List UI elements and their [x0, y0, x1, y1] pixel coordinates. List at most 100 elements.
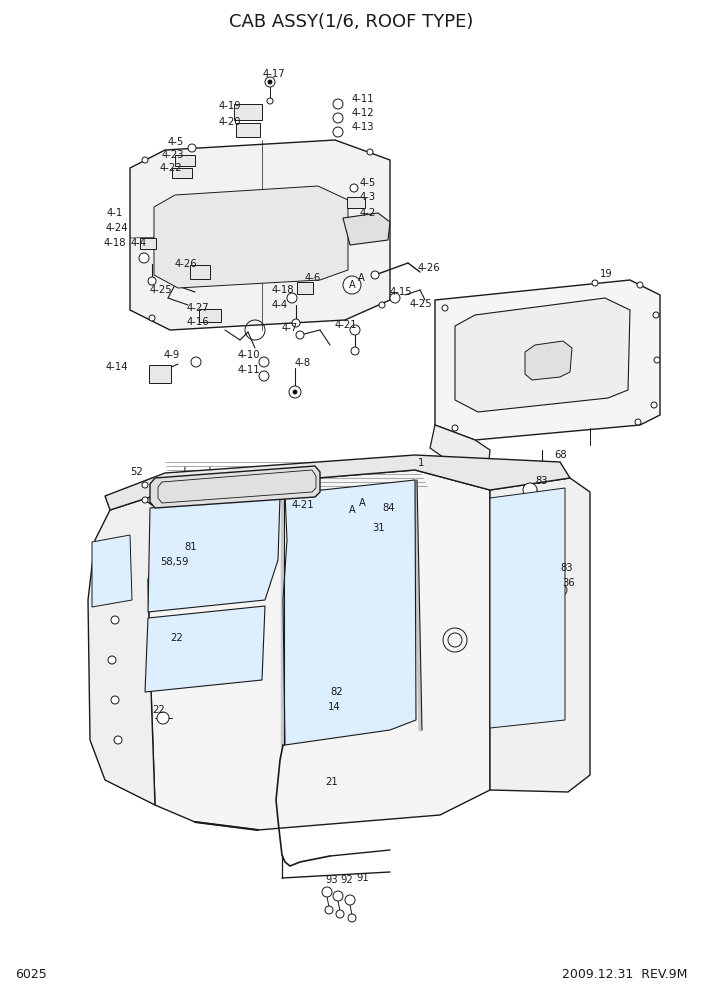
- Circle shape: [148, 277, 156, 285]
- Circle shape: [336, 910, 344, 918]
- Circle shape: [293, 390, 297, 394]
- Text: 4-12: 4-12: [352, 108, 375, 118]
- Circle shape: [442, 305, 448, 311]
- Text: A: A: [359, 498, 366, 508]
- Circle shape: [109, 576, 117, 584]
- Circle shape: [142, 157, 148, 163]
- Circle shape: [653, 312, 659, 318]
- Circle shape: [191, 357, 201, 367]
- Circle shape: [322, 887, 332, 897]
- Circle shape: [350, 325, 360, 335]
- Circle shape: [322, 634, 330, 642]
- Text: 4-18: 4-18: [272, 285, 295, 295]
- Circle shape: [523, 483, 537, 497]
- Bar: [161, 637, 185, 653]
- Circle shape: [333, 113, 343, 123]
- Text: 92: 92: [340, 875, 352, 885]
- Circle shape: [592, 280, 598, 286]
- Text: 4-16: 4-16: [187, 317, 210, 327]
- Text: 4-9: 4-9: [164, 350, 180, 360]
- Circle shape: [540, 465, 544, 469]
- Text: 4-11: 4-11: [352, 94, 375, 104]
- Circle shape: [351, 347, 359, 355]
- Text: 4-10: 4-10: [238, 350, 260, 360]
- Circle shape: [343, 501, 361, 519]
- Text: 4-5: 4-5: [168, 137, 184, 147]
- Polygon shape: [154, 186, 348, 288]
- Bar: [297, 282, 313, 294]
- Text: 4-18: 4-18: [104, 238, 126, 248]
- Text: 4-26: 4-26: [175, 259, 198, 269]
- Text: 81: 81: [184, 542, 197, 552]
- Circle shape: [265, 77, 275, 87]
- Circle shape: [111, 696, 119, 704]
- Text: 82: 82: [330, 687, 343, 697]
- Polygon shape: [148, 496, 280, 612]
- Circle shape: [108, 656, 116, 664]
- Circle shape: [330, 664, 338, 672]
- Text: 4-23: 4-23: [162, 150, 185, 160]
- Polygon shape: [150, 466, 320, 508]
- Text: 4-4: 4-4: [272, 300, 288, 310]
- Circle shape: [292, 319, 300, 327]
- Text: A: A: [349, 505, 355, 515]
- Text: 6025: 6025: [15, 967, 47, 980]
- Bar: [175, 155, 195, 166]
- Circle shape: [343, 276, 361, 294]
- Text: 4-26: 4-26: [418, 263, 441, 273]
- Circle shape: [289, 386, 301, 398]
- Bar: [347, 196, 365, 207]
- Circle shape: [548, 569, 562, 583]
- Circle shape: [302, 504, 318, 520]
- Polygon shape: [88, 490, 172, 805]
- Circle shape: [651, 402, 657, 408]
- Text: 93: 93: [325, 875, 338, 885]
- Bar: [172, 168, 192, 178]
- Circle shape: [267, 98, 273, 104]
- Text: 4-27: 4-27: [187, 303, 210, 313]
- Circle shape: [345, 895, 355, 905]
- Polygon shape: [148, 470, 490, 830]
- Text: 14: 14: [328, 702, 340, 712]
- Text: 91: 91: [356, 873, 369, 883]
- Circle shape: [333, 99, 343, 109]
- Text: 4-21: 4-21: [292, 500, 314, 510]
- Circle shape: [114, 736, 122, 744]
- Polygon shape: [430, 425, 490, 475]
- Text: 19: 19: [600, 269, 613, 279]
- Text: 4-8: 4-8: [295, 358, 311, 368]
- Text: 4-19: 4-19: [219, 101, 241, 111]
- Circle shape: [350, 184, 358, 192]
- Text: 4-25: 4-25: [150, 285, 173, 295]
- Circle shape: [287, 293, 297, 303]
- Circle shape: [333, 891, 343, 901]
- Text: A: A: [358, 273, 365, 283]
- Text: 31: 31: [372, 523, 385, 533]
- Text: 1: 1: [418, 458, 425, 468]
- Circle shape: [306, 508, 314, 516]
- Circle shape: [452, 425, 458, 431]
- Circle shape: [367, 149, 373, 155]
- Polygon shape: [525, 341, 572, 380]
- Text: CAB ASSY(1/6, ROOF TYPE): CAB ASSY(1/6, ROOF TYPE): [229, 13, 473, 31]
- Polygon shape: [490, 478, 590, 792]
- Polygon shape: [105, 455, 570, 510]
- Circle shape: [637, 282, 643, 288]
- Text: 4-1: 4-1: [107, 208, 124, 218]
- Circle shape: [557, 585, 567, 595]
- Text: 22: 22: [170, 633, 183, 643]
- Bar: [199, 309, 221, 321]
- Bar: [371, 507, 381, 523]
- Text: 68: 68: [554, 450, 567, 460]
- Circle shape: [318, 594, 326, 602]
- Polygon shape: [283, 480, 416, 745]
- Circle shape: [379, 302, 385, 308]
- Text: 4-6: 4-6: [305, 273, 322, 283]
- Text: 4-7: 4-7: [282, 323, 298, 333]
- Text: 83: 83: [535, 476, 548, 486]
- Circle shape: [259, 371, 269, 381]
- Circle shape: [537, 462, 547, 472]
- Circle shape: [142, 482, 148, 488]
- Polygon shape: [343, 213, 390, 245]
- Text: 4-24: 4-24: [106, 223, 128, 233]
